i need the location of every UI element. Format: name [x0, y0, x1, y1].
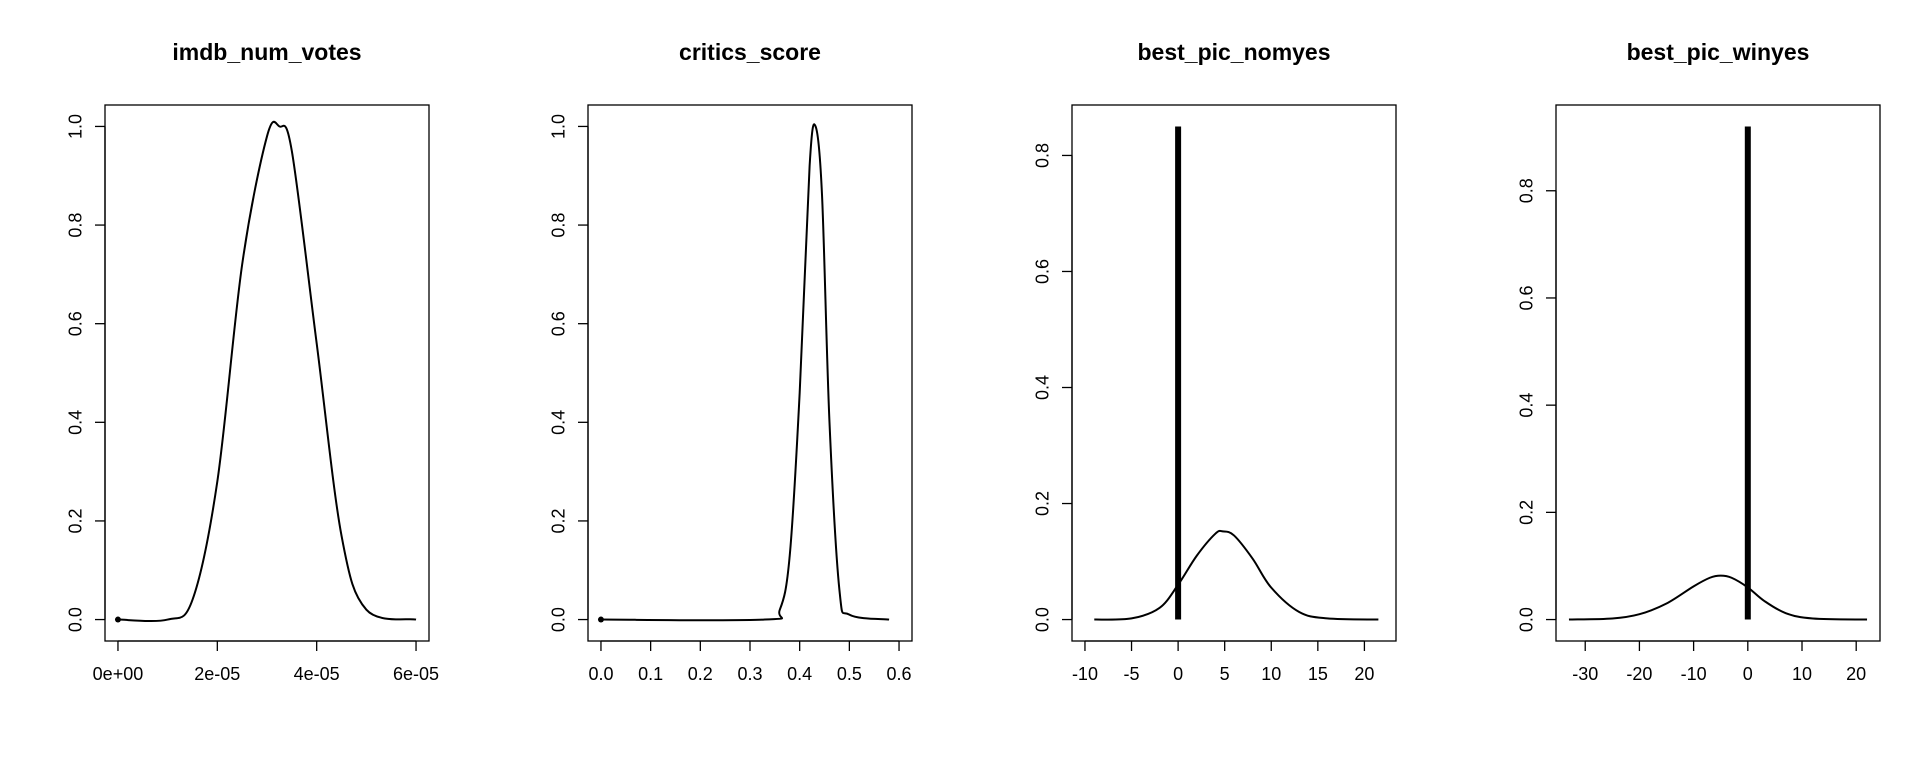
x-tick-label: 0e+00 — [93, 664, 144, 684]
x-tick-label: 6e-05 — [393, 664, 439, 684]
panel-4: best_pic_winyes -30 -20 -10 0 10 20 0.0 0.2 0.4 0.… — [1517, 39, 1881, 684]
x-tick-label: 0.5 — [837, 664, 862, 684]
x-tick-label: -5 — [1124, 664, 1140, 684]
x-tick-label: -10 — [1681, 664, 1707, 684]
plot-frame — [104, 104, 430, 642]
y-tick-label: 0.6 — [66, 311, 86, 336]
plot-frame — [1071, 104, 1397, 642]
point-mass-dot — [597, 616, 604, 623]
x-tick-label: 0.1 — [638, 664, 663, 684]
chart-title: critics_score — [679, 39, 821, 65]
y-tick-label: 0.2 — [1033, 491, 1053, 516]
x-tick-label: 0 — [1743, 664, 1753, 684]
chart-title: best_pic_nomyes — [1137, 39, 1330, 65]
y-tick-label: 0.2 — [549, 508, 569, 533]
chart-title: imdb_num_votes — [172, 39, 361, 65]
y-tick-label: 1.0 — [549, 114, 569, 139]
x-tick-label: 4e-05 — [294, 664, 340, 684]
y-tick-label: 0.4 — [1517, 393, 1537, 418]
y-tick-label: 0.6 — [1033, 259, 1053, 284]
y-tick-label: 0.4 — [549, 410, 569, 435]
x-tick-label: 15 — [1308, 664, 1328, 684]
y-tick-label: 0.6 — [1517, 285, 1537, 310]
y-tick-label: 0.0 — [66, 607, 86, 632]
y-tick-label: 0.0 — [1033, 607, 1053, 632]
x-tick-label: 10 — [1792, 664, 1812, 684]
density-curve — [117, 120, 417, 623]
x-tick-label: 0.0 — [588, 664, 613, 684]
panel-3: best_pic_nomyes -10 -5 0 5 10 15 20 0.0 0.2 0.4 0.6… — [1033, 39, 1397, 684]
x-tick-label: 20 — [1846, 664, 1866, 684]
x-tick-label: 5 — [1220, 664, 1230, 684]
x-tick-label: 0.6 — [887, 664, 912, 684]
y-tick-label: 0.2 — [1517, 500, 1537, 525]
x-tick-label: 2e-05 — [194, 664, 240, 684]
panel-1: imdb_num_votes 0e+00 2e-05 4e-05 6e-05 0.0 0.2… — [66, 39, 439, 684]
y-tick-label: 0.0 — [1517, 607, 1537, 632]
density-curve — [1094, 529, 1379, 621]
y-tick-label: 0.2 — [66, 508, 86, 533]
y-tick-label: 0.4 — [66, 410, 86, 435]
x-tick-label: 10 — [1261, 664, 1281, 684]
x-tick-label: -20 — [1626, 664, 1652, 684]
y-tick-label: 0.4 — [1033, 375, 1053, 400]
y-tick-label: 0.8 — [1033, 143, 1053, 168]
y-tick-label: 0.8 — [549, 213, 569, 238]
x-tick-label: 0.4 — [787, 664, 812, 684]
y-tick-label: 0.8 — [66, 213, 86, 238]
plot-frame — [587, 104, 913, 642]
panel-2: critics_score 0.0 0.1 0.2 0.3 0.4 0.5 0.6 0.0 0.2… — [549, 39, 913, 684]
point-mass-dot — [114, 616, 121, 623]
x-tick-label: 0.2 — [688, 664, 713, 684]
chart-title: best_pic_winyes — [1627, 39, 1810, 65]
x-tick-label: 0 — [1173, 664, 1183, 684]
density-curve — [1568, 574, 1868, 621]
y-tick-label: 0.0 — [549, 607, 569, 632]
y-tick-label: 0.6 — [549, 311, 569, 336]
x-tick-label: -10 — [1072, 664, 1098, 684]
x-tick-label: 0.3 — [737, 664, 762, 684]
y-tick-label: 1.0 — [66, 114, 86, 139]
x-tick-label: -30 — [1572, 664, 1598, 684]
y-tick-label: 0.8 — [1517, 178, 1537, 203]
density-curve — [600, 123, 890, 622]
x-tick-label: 20 — [1354, 664, 1374, 684]
plot-frame — [1555, 104, 1881, 642]
